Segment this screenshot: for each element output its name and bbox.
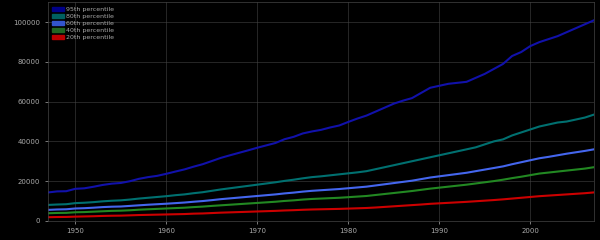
Legend: 95th percentile, 80th percentile, 60th percentile, 40th percentile, 20th percent: 95th percentile, 80th percentile, 60th p… bbox=[51, 6, 115, 41]
